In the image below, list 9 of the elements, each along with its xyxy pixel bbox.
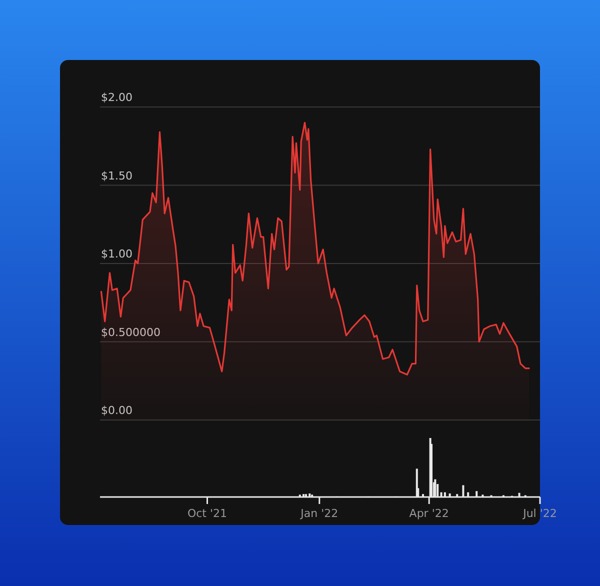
x-tick-label: Jan '22 <box>300 507 338 520</box>
x-tick-label: Jul '22 <box>522 507 557 520</box>
x-tick-label: Apr '22 <box>409 507 449 520</box>
y-tick-label: $1.00 <box>101 248 132 260</box>
x-tick-label: Oct '21 <box>187 507 228 520</box>
y-tick-label: $1.50 <box>101 169 132 182</box>
y-tick-label: $0.500000 <box>101 326 160 339</box>
y-tick-label: $0.00 <box>101 404 132 417</box>
y-tick-label: $2.00 <box>101 91 132 104</box>
